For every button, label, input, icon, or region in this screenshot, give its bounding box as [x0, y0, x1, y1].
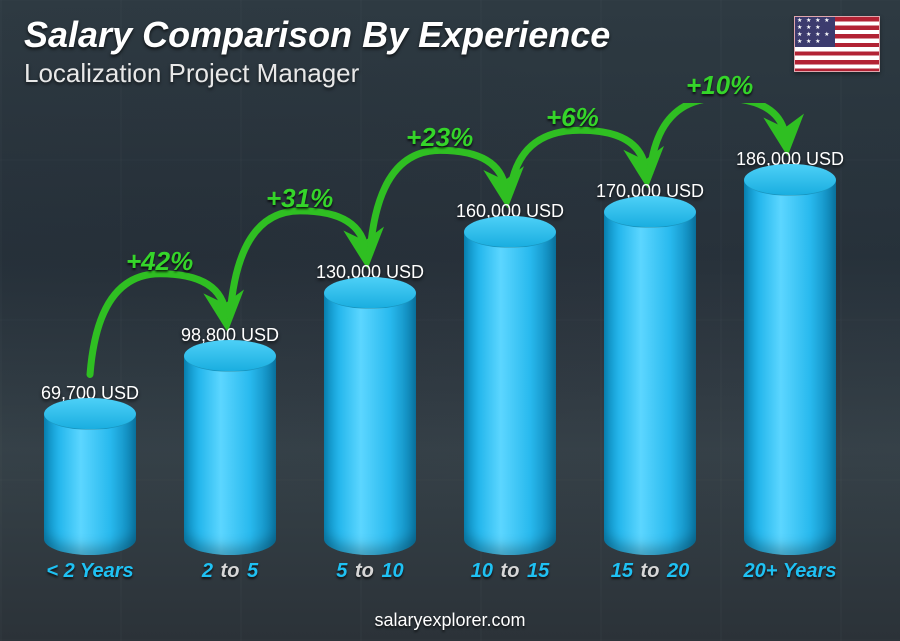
flag-icon [794, 16, 880, 72]
bar-cylinder [184, 356, 276, 555]
bar: 98,800 USD [170, 325, 290, 555]
bar: 160,000 USD [450, 201, 570, 555]
bar: 130,000 USD [310, 262, 430, 555]
increase-label: +10% [686, 70, 753, 101]
increase-label: +6% [546, 102, 599, 133]
chart-stage: Salary Comparison By Experience Localiza… [0, 0, 900, 641]
bar: 69,700 USD [30, 383, 150, 555]
bar-chart: 69,700 USD98,800 USD130,000 USD160,000 U… [20, 103, 860, 583]
increase-label: +31% [266, 183, 333, 214]
chart-subtitle: Localization Project Manager [24, 58, 359, 89]
bar-cylinder [324, 293, 416, 555]
bars-container: 69,700 USD98,800 USD130,000 USD160,000 U… [20, 125, 860, 555]
bar-cylinder [744, 180, 836, 555]
bar: 186,000 USD [730, 149, 850, 555]
bar-cylinder [604, 212, 696, 555]
category-label: 2 to 5 [170, 560, 290, 583]
categories-row: < 2 Years 2 to 5 5 to 10 10 to 15 15 to 20 20… [20, 560, 860, 583]
bar: 170,000 USD [590, 181, 710, 555]
chart-title: Salary Comparison By Experience [24, 14, 610, 56]
bar-cylinder [44, 414, 136, 555]
footer-credit: salaryexplorer.com [0, 610, 900, 631]
category-label: 10 to 15 [450, 560, 570, 583]
increase-label: +42% [126, 246, 193, 277]
increase-label: +23% [406, 122, 473, 153]
category-label: < 2 Years [30, 560, 150, 583]
bar-cylinder [464, 232, 556, 555]
category-label: 5 to 10 [310, 560, 430, 583]
category-label: 20+ Years [730, 560, 850, 583]
category-label: 15 to 20 [590, 560, 710, 583]
